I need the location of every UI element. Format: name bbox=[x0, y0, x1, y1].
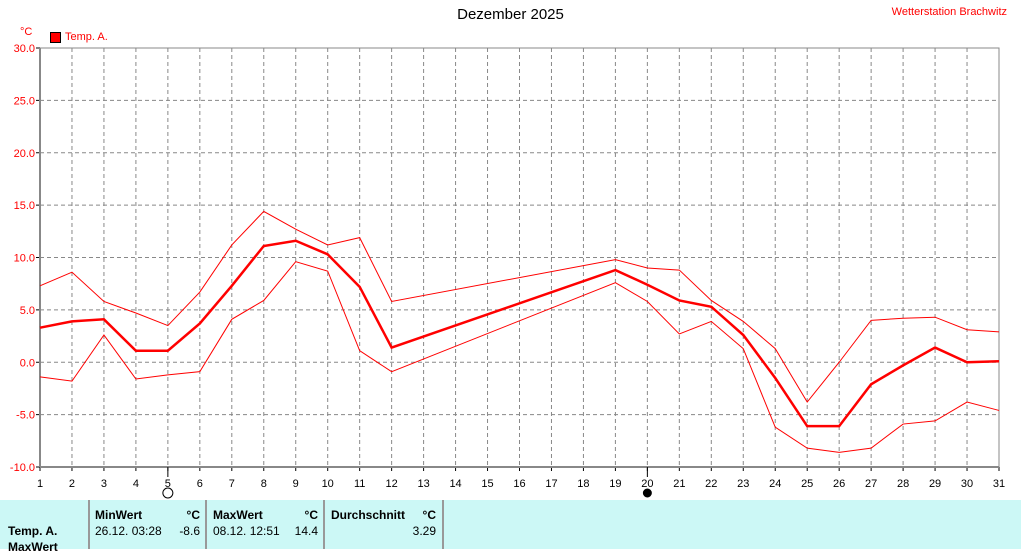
max-unit: °C bbox=[305, 508, 318, 522]
x-tick-label: 24 bbox=[769, 478, 781, 490]
max-date: 08.12. 12:51 bbox=[213, 524, 280, 538]
y-tick-label: 20.0 bbox=[14, 148, 35, 160]
max-header: MaxWert bbox=[213, 508, 263, 522]
row-label: Temp. A. bbox=[8, 524, 57, 538]
min-cell: MinWert °C 26.12. 03:28 -8.6 bbox=[88, 500, 206, 549]
x-tick-label: 18 bbox=[577, 478, 589, 490]
x-tick-label: 9 bbox=[293, 478, 299, 490]
x-tick-label: 6 bbox=[197, 478, 203, 490]
x-tick-label: 22 bbox=[705, 478, 717, 490]
stats-table: Temp. A. MaxWert MinWert °C 26.12. 03:28… bbox=[0, 500, 1021, 549]
x-tick-label: 4 bbox=[133, 478, 139, 490]
x-tick-label: 7 bbox=[229, 478, 235, 490]
full-moon-icon bbox=[163, 488, 173, 498]
x-tick-label: 23 bbox=[737, 478, 749, 490]
y-tick-label: 15.0 bbox=[14, 200, 35, 212]
x-tick-label: 31 bbox=[993, 478, 1005, 490]
min-value: -8.6 bbox=[179, 524, 200, 538]
x-tick-label: 11 bbox=[354, 478, 365, 490]
min-unit: °C bbox=[187, 508, 200, 522]
avg-value: 3.29 bbox=[413, 524, 436, 538]
x-tick-label: 21 bbox=[673, 478, 685, 490]
x-tick-label: 12 bbox=[386, 478, 398, 490]
x-tick-label: 13 bbox=[417, 478, 429, 490]
y-tick-label: 0.0 bbox=[20, 357, 35, 369]
x-tick-label: 19 bbox=[609, 478, 621, 490]
avg-unit: °C bbox=[423, 508, 436, 522]
x-tick-label: 25 bbox=[801, 478, 813, 490]
avg-header: Durchschnitt bbox=[331, 508, 405, 522]
x-tick-label: 10 bbox=[322, 478, 334, 490]
avg-cell: Durchschnitt °C 3.29 bbox=[323, 500, 444, 549]
x-tick-label: 14 bbox=[449, 478, 461, 490]
x-tick-label: 26 bbox=[833, 478, 845, 490]
x-tick-label: 16 bbox=[513, 478, 525, 490]
x-tick-label: 27 bbox=[865, 478, 877, 490]
x-tick-label: 17 bbox=[545, 478, 557, 490]
x-tick-label: 20 bbox=[641, 478, 653, 490]
x-tick-label: 2 bbox=[69, 478, 75, 490]
min-header: MinWert bbox=[95, 508, 142, 522]
y-tick-label: 25.0 bbox=[14, 95, 35, 107]
x-tick-label: 1 bbox=[37, 478, 43, 490]
row-label-2: MaxWert bbox=[8, 540, 58, 554]
x-tick-label: 3 bbox=[101, 478, 107, 490]
x-tick-label: 28 bbox=[897, 478, 909, 490]
y-tick-label: -10.0 bbox=[10, 462, 35, 474]
min-date: 26.12. 03:28 bbox=[95, 524, 162, 538]
x-tick-label: 30 bbox=[961, 478, 973, 490]
new-moon-icon bbox=[643, 489, 651, 497]
y-tick-label: 5.0 bbox=[20, 305, 35, 317]
x-tick-label: 29 bbox=[929, 478, 941, 490]
y-tick-label: -5.0 bbox=[16, 410, 35, 422]
y-tick-label: 10.0 bbox=[14, 253, 35, 265]
max-value: 14.4 bbox=[295, 524, 318, 538]
x-tick-label: 15 bbox=[481, 478, 493, 490]
y-tick-label: 30.0 bbox=[14, 43, 35, 55]
max-cell: MaxWert °C 08.12. 12:51 14.4 bbox=[205, 500, 324, 549]
x-tick-label: 8 bbox=[261, 478, 267, 490]
